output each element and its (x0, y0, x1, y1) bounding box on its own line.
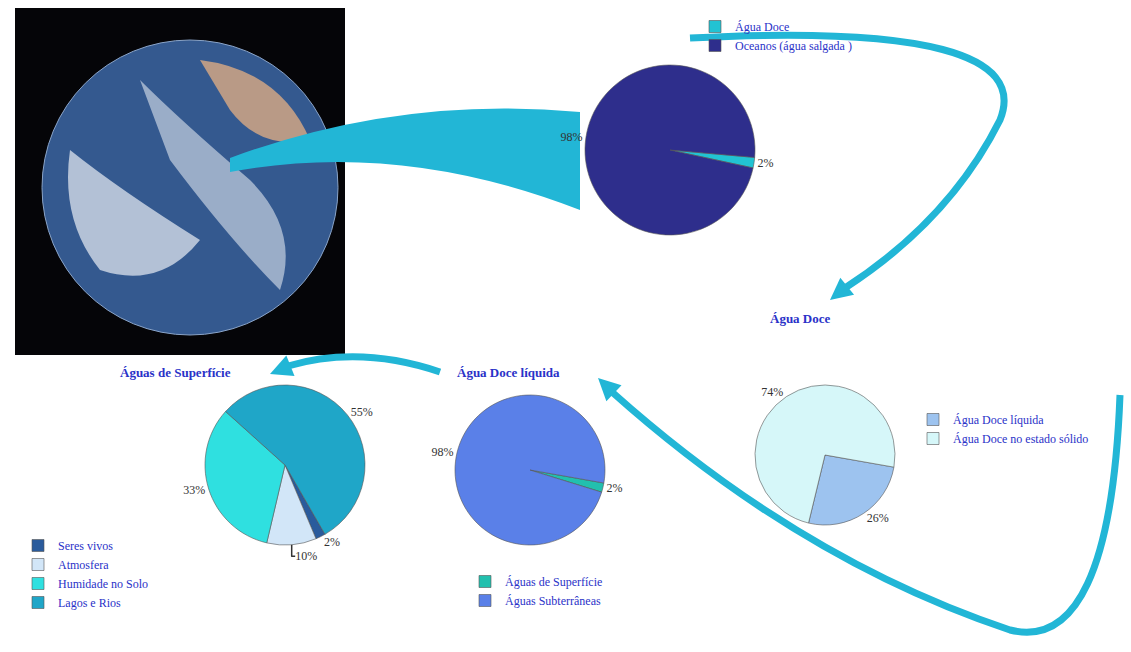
svg-text:Seres vivos: Seres vivos (58, 539, 113, 553)
svg-text:10%: 10% (295, 549, 317, 563)
svg-text:33%: 33% (183, 483, 205, 497)
svg-text:Águas Subterrâneas: Águas Subterrâneas (505, 594, 601, 608)
svg-text:Oceanos (água salgada ): Oceanos (água salgada ) (735, 39, 852, 53)
svg-text:Água Doce líquida: Água Doce líquida (457, 365, 560, 380)
svg-text:Atmosfera: Atmosfera (58, 558, 109, 572)
svg-text:98%: 98% (560, 130, 582, 144)
svg-text:Água Doce no estado sólido: Água Doce no estado sólido (953, 432, 1088, 446)
svg-text:Águas de Superfície: Águas de Superfície (120, 365, 231, 380)
svg-text:Água Doce líquida: Água Doce líquida (953, 413, 1044, 427)
svg-text:2%: 2% (606, 481, 622, 495)
svg-text:2%: 2% (324, 535, 340, 549)
svg-text:Lagos e Rios: Lagos e Rios (58, 596, 121, 610)
svg-text:26%: 26% (867, 511, 889, 525)
svg-text:Água Doce: Água Doce (770, 311, 831, 326)
svg-text:2%: 2% (758, 156, 774, 170)
svg-text:Água Doce: Água Doce (735, 20, 789, 34)
svg-text:98%: 98% (432, 445, 454, 459)
svg-text:55%: 55% (351, 405, 373, 419)
svg-text:Águas de Superfície: Águas de Superfície (505, 575, 602, 589)
svg-text:74%: 74% (761, 385, 783, 399)
svg-text:Humidade no Solo: Humidade no Solo (58, 577, 148, 591)
